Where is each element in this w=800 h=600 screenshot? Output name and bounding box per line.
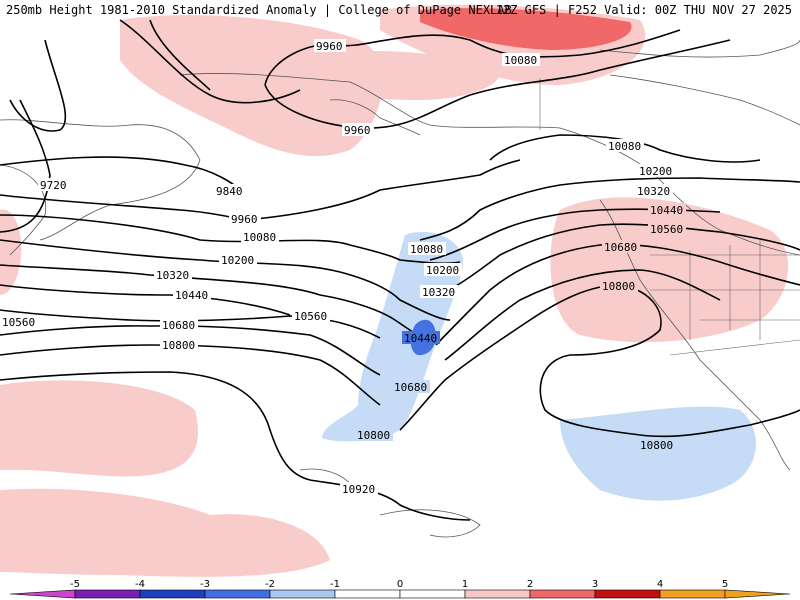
colorbar-segment [204, 589, 271, 599]
contour-label: 10200 [221, 254, 254, 267]
contour-labels: 9960 9960 10080 9720 9840 9960 10080 102… [0, 39, 686, 496]
contour-label: 10680 [604, 241, 637, 254]
colorbar-segment [334, 589, 401, 599]
colorbar-segment [594, 589, 661, 599]
contour-label: 10200 [426, 264, 459, 277]
contour-label: 10680 [162, 319, 195, 332]
contour-label: 9840 [216, 185, 243, 198]
colorbar-tick-label: -1 [330, 579, 340, 590]
contour-label: 10440 [650, 204, 683, 217]
colorbar-segment [659, 589, 726, 599]
positive-anomaly-area [0, 209, 22, 295]
colorbar-segment [139, 589, 206, 599]
contour-label: 9960 [344, 124, 371, 137]
contour-label: 10800 [357, 429, 390, 442]
contour-label: 10080 [410, 243, 443, 256]
height-contours [0, 19, 800, 521]
contour-label: 10080 [608, 140, 641, 153]
contour-label: 9960 [316, 40, 343, 53]
contour-label: 10800 [162, 339, 195, 352]
colorbar-segment [74, 589, 141, 599]
contour-label: 10560 [650, 223, 683, 236]
positive-anomaly-area [0, 380, 198, 477]
colorbar-max-arrow [724, 589, 791, 599]
colorbar: -5 -4 -3 -2 -1 0 1 2 3 4 5 [9, 579, 791, 599]
colorbar-segment [399, 589, 466, 599]
colorbar-tick-label: -2 [265, 579, 275, 590]
contour-label: 10560 [2, 316, 35, 329]
contour-label: 10080 [504, 54, 537, 67]
colorbar-tick-label: -3 [200, 579, 210, 590]
model-run-info: 12Z GFS | F252 Valid: 00Z THU NOV 27 202… [495, 3, 792, 17]
contour-label: 9960 [231, 213, 258, 226]
contour-label: 10320 [156, 269, 189, 282]
contour-label: 10920 [342, 483, 375, 496]
colorbar-segment [464, 589, 531, 599]
colorbar-tick-label: 3 [592, 579, 598, 590]
political-boundaries [539, 78, 800, 356]
contour-label: 10800 [602, 280, 635, 293]
negative-anomaly-area [560, 406, 757, 501]
colorbar-tick-label: 0 [397, 579, 403, 590]
contour-label: 10200 [639, 165, 672, 178]
contour-label: 10680 [394, 381, 427, 394]
positive-anomaly-area [300, 50, 500, 100]
coastlines [0, 39, 800, 538]
strong-positive-anomaly [420, 8, 632, 50]
colorbar-tick-label: -5 [70, 579, 80, 590]
contour-label: 10080 [243, 231, 276, 244]
colorbar-tick-label: 1 [462, 579, 468, 590]
colorbar-tick-label: -4 [135, 579, 145, 590]
contour-label: 10440 [404, 332, 437, 345]
contour-label: 10800 [640, 439, 673, 452]
anomaly-shading [0, 4, 789, 577]
positive-anomaly-area [0, 488, 330, 577]
colorbar-segment [269, 589, 336, 599]
negative-anomaly-area [322, 231, 464, 442]
colorbar-segment [529, 589, 596, 599]
contour-label: 9720 [40, 179, 67, 192]
colorbar-tick-label: 5 [722, 579, 728, 590]
positive-anomaly-area [550, 197, 789, 343]
colorbar-min-arrow [9, 589, 76, 599]
contour-label: 10560 [294, 310, 327, 323]
contour-label: 10320 [637, 185, 670, 198]
contour-label: 10320 [422, 286, 455, 299]
contour-label: 10440 [175, 289, 208, 302]
colorbar-tick-label: 2 [527, 579, 533, 590]
colorbar-tick-label: 4 [657, 579, 663, 590]
map-title: 250mb Height 1981-2010 Standardized Anom… [6, 3, 512, 17]
